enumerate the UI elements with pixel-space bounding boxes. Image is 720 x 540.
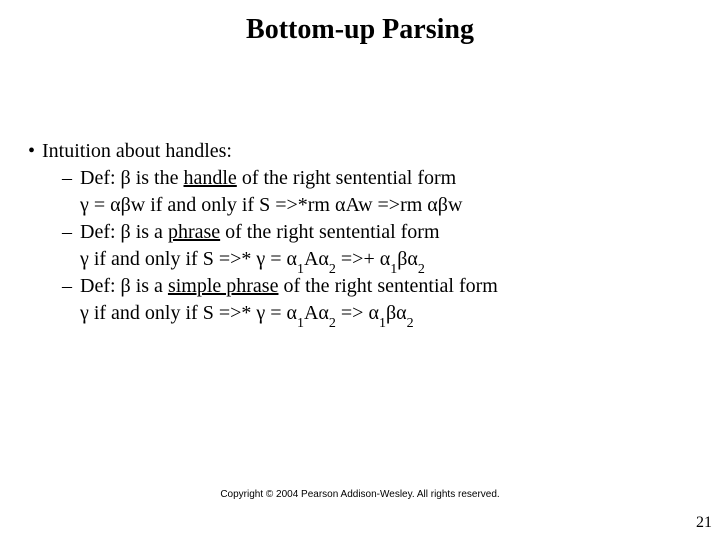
def-3-text: Def: β is a simple phrase of the right s… xyxy=(80,273,498,300)
dash-icon: – xyxy=(62,273,80,300)
def-2-text: Def: β is a phrase of the right sententi… xyxy=(80,219,440,246)
def-2-cont: γ if and only if S =>* γ = α1Aα2 =>+ α1β… xyxy=(80,246,692,273)
def-2: – Def: β is a phrase of the right senten… xyxy=(62,219,692,246)
page-number: 21 xyxy=(696,514,712,532)
def-3: – Def: β is a simple phrase of the right… xyxy=(62,273,692,300)
def-3-cont: γ if and only if S =>* γ = α1Aα2 => α1βα… xyxy=(80,300,692,327)
copyright-text: Copyright © 2004 Pearson Addison-Wesley.… xyxy=(0,489,720,500)
dash-icon: – xyxy=(62,165,80,192)
slide-body: • Intuition about handles: – Def: β is t… xyxy=(28,138,692,327)
def-1-text: Def: β is the handle of the right senten… xyxy=(80,165,456,192)
def-1: – Def: β is the handle of the right sent… xyxy=(62,165,692,192)
slide-title: Bottom-up Parsing xyxy=(0,14,720,46)
def-1-cont: γ = αβw if and only if S =>*rm αAw =>rm … xyxy=(80,192,692,219)
dash-icon: – xyxy=(62,219,80,246)
bullet-main: • Intuition about handles: xyxy=(28,138,692,165)
bullet-text: Intuition about handles: xyxy=(42,138,232,165)
bullet-dot: • xyxy=(28,138,42,165)
